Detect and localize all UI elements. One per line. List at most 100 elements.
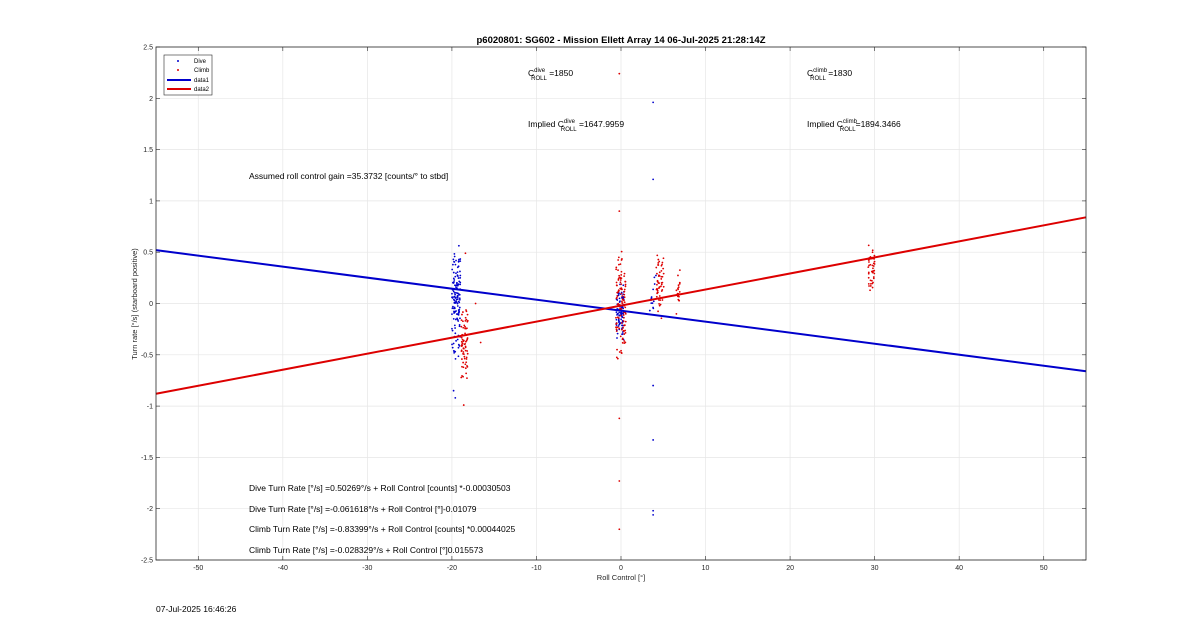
- climb-point: [677, 274, 679, 277]
- dive-point: [653, 276, 656, 279]
- climb-point: [867, 271, 870, 274]
- climb-point: [658, 260, 661, 263]
- x-axis-label: Roll Control [°]: [597, 573, 645, 582]
- axes-box: [155, 46, 1087, 561]
- x-tick-label: -50: [193, 565, 203, 572]
- dive-point: [456, 282, 458, 285]
- x-tick-label: -40: [278, 565, 288, 572]
- climb-point: [616, 284, 618, 287]
- dive-point: [451, 327, 453, 330]
- climb-point: [620, 283, 623, 285]
- climb-point: [474, 302, 477, 305]
- climb-point: [624, 331, 627, 334]
- dive-point: [458, 297, 461, 300]
- climb-point: [616, 291, 619, 294]
- climb-point: [615, 266, 618, 269]
- c-roll-climb: Cclimb ROLL =1830: [807, 68, 852, 82]
- climb-point: [621, 288, 623, 291]
- dive-point: [452, 307, 455, 310]
- dive-point: [458, 306, 461, 309]
- y-tick-label: 0.5: [143, 250, 153, 257]
- dive-point: [452, 317, 455, 320]
- regression-lines: [155, 216, 1087, 395]
- climb-point: [872, 276, 875, 278]
- y-tick-label: -2: [147, 506, 153, 513]
- dive-point: [452, 258, 455, 261]
- climb-point: [620, 322, 623, 324]
- climb-point: [466, 327, 468, 330]
- equation-dive-counts: Dive Turn Rate [°/s] =0.50269°/s + Roll …: [249, 483, 511, 493]
- data1-fit-line: [155, 249, 1087, 373]
- x-tick-label: 50: [1040, 565, 1048, 572]
- dive-point: [453, 299, 456, 302]
- dive-point: [456, 298, 459, 300]
- climb-point: [867, 259, 870, 261]
- dive-point: [652, 509, 655, 512]
- climb-point: [623, 296, 626, 299]
- climb-point: [621, 302, 624, 304]
- implied-c-roll-climb: Implied Cclimb ROLL=1894.3466: [807, 119, 901, 133]
- climb-point: [868, 264, 870, 267]
- climb-point: [675, 312, 678, 315]
- dive-point: [617, 319, 620, 321]
- legend-data2-label: data2: [194, 87, 210, 93]
- climb-point: [660, 278, 663, 280]
- climb-point: [622, 326, 625, 329]
- climb-point: [660, 275, 663, 278]
- climb-point: [624, 280, 627, 283]
- dive-point: [458, 325, 461, 328]
- climb-point: [623, 340, 626, 342]
- climb-point: [870, 279, 873, 282]
- climb-point: [678, 295, 680, 298]
- dive-point: [451, 313, 453, 316]
- dive-point: [456, 296, 459, 299]
- climb-point: [461, 358, 463, 360]
- climb-point: [615, 297, 618, 300]
- climb-point: [621, 300, 623, 303]
- climb-point: [615, 356, 618, 359]
- dive-point: [455, 272, 457, 275]
- climb-point: [619, 314, 622, 317]
- climb-point: [616, 295, 619, 297]
- dive-point: [459, 317, 461, 320]
- climb-point: [622, 314, 625, 316]
- climb-point: [618, 480, 621, 482]
- climb-point: [662, 285, 665, 288]
- dive-point: [452, 263, 454, 266]
- climb-point: [616, 348, 618, 351]
- climb-point: [620, 349, 622, 352]
- dive-point: [619, 312, 622, 314]
- climb-point: [462, 347, 465, 350]
- climb-point: [620, 277, 623, 280]
- climb-point: [867, 282, 870, 285]
- y-tick-label: -1: [147, 404, 153, 411]
- climb-point: [658, 302, 660, 305]
- climb-point: [462, 353, 465, 356]
- climb-point: [463, 324, 466, 327]
- climb-point: [872, 267, 874, 270]
- climb-point: [662, 257, 665, 260]
- climb-point: [618, 72, 621, 75]
- climb-point: [460, 340, 463, 343]
- dive-point: [456, 338, 459, 341]
- climb-point: [624, 285, 627, 288]
- climb-point: [460, 344, 463, 347]
- climb-point: [463, 343, 466, 346]
- climb-point: [677, 287, 679, 290]
- climb-point: [657, 291, 659, 294]
- climb-point: [466, 377, 468, 380]
- climb-point: [620, 274, 623, 276]
- chart-title: p6020801: SG602 - Mission Ellett Array 1…: [476, 35, 765, 46]
- dive-point: [652, 307, 655, 310]
- climb-point: [464, 367, 467, 370]
- climb-point: [615, 323, 617, 325]
- dive-point: [453, 301, 456, 304]
- climb-point: [656, 280, 659, 283]
- dive-point: [453, 255, 456, 258]
- climb-point: [657, 262, 660, 264]
- dive-point: [457, 346, 460, 349]
- dive-point: [456, 305, 459, 307]
- dive-point: [455, 310, 457, 312]
- footer-timestamp: 07-Jul-2025 16:46:26: [156, 604, 237, 614]
- climb-point: [871, 271, 874, 274]
